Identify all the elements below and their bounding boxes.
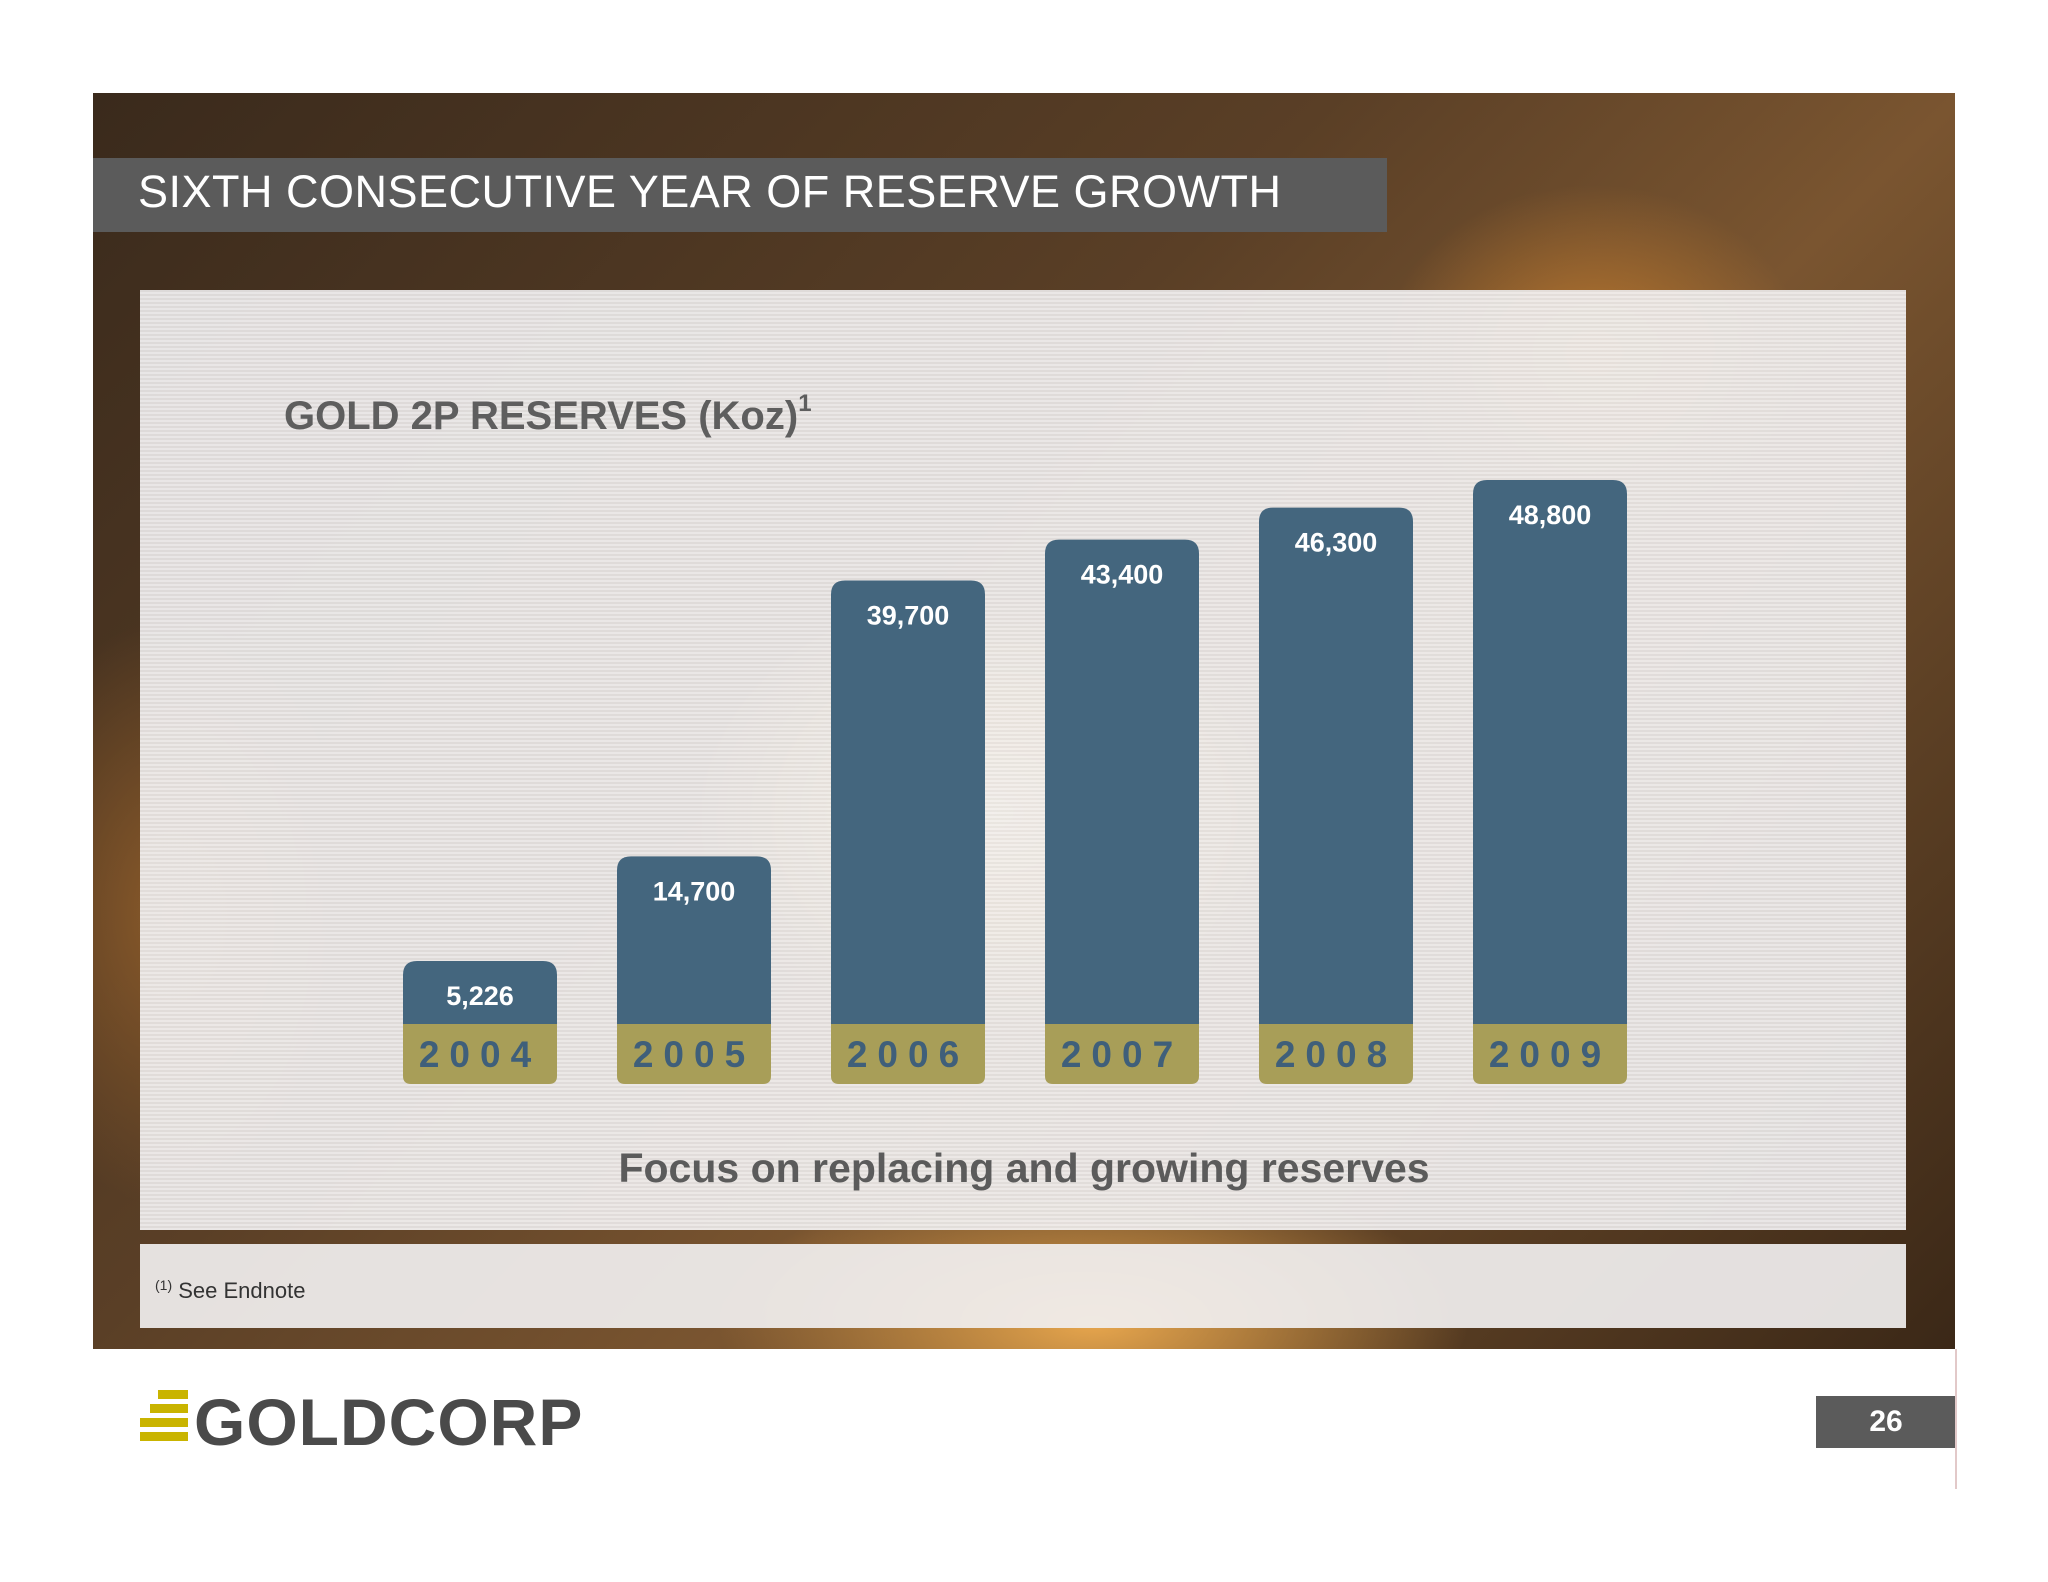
- year-band-2006: [831, 1024, 985, 1084]
- year-band-2005: [617, 1024, 771, 1084]
- goldcorp-logo-icon: [140, 1390, 188, 1441]
- title-bar: [93, 158, 1387, 232]
- year-band-2004: [403, 1024, 557, 1084]
- year-band-2009: [1473, 1024, 1627, 1084]
- year-label: 2005: [633, 1034, 755, 1075]
- footnote: (1) See Endnote: [155, 1277, 305, 1304]
- value-label: 43,400: [1081, 560, 1164, 590]
- value-label: 14,700: [653, 876, 736, 906]
- bar-2008: [1259, 507, 1413, 1024]
- value-label: 46,300: [1295, 528, 1378, 558]
- value-label: 39,700: [867, 600, 950, 630]
- bar-2005: [617, 856, 771, 1024]
- year-label: 2004: [419, 1034, 541, 1075]
- value-label: 5,226: [446, 981, 514, 1011]
- slide-subtitle: Focus on replacing and growing reserves: [618, 1145, 1430, 1191]
- bar-2006: [831, 580, 985, 1024]
- footnote-panel: [140, 1244, 1906, 1328]
- chart-title-superscript: 1: [798, 390, 812, 417]
- year-band-2008: [1259, 1024, 1413, 1084]
- chart-title-text: GOLD 2P RESERVES (Koz): [284, 394, 799, 438]
- year-label: 2006: [847, 1034, 969, 1075]
- year-band-2007: [1045, 1024, 1199, 1084]
- footnote-text: See Endnote: [178, 1278, 306, 1303]
- year-label: 2007: [1061, 1034, 1183, 1075]
- chart-title: GOLD 2P RESERVES (Koz)1: [284, 390, 812, 439]
- value-label: 48,800: [1509, 500, 1592, 530]
- bar-2007: [1045, 539, 1199, 1024]
- page-number: 26: [1816, 1396, 1956, 1448]
- bar-2009: [1473, 480, 1627, 1024]
- footnote-marker: (1): [155, 1277, 173, 1293]
- slide-title: SIXTH CONSECUTIVE YEAR OF RESERVE GROWTH: [138, 166, 1282, 217]
- year-label: 2009: [1489, 1034, 1611, 1075]
- bar-2004: [403, 961, 557, 1024]
- logo-wordmark: GOLDCORP: [194, 1385, 584, 1459]
- year-label: 2008: [1275, 1034, 1397, 1075]
- divider: [1955, 1349, 1957, 1489]
